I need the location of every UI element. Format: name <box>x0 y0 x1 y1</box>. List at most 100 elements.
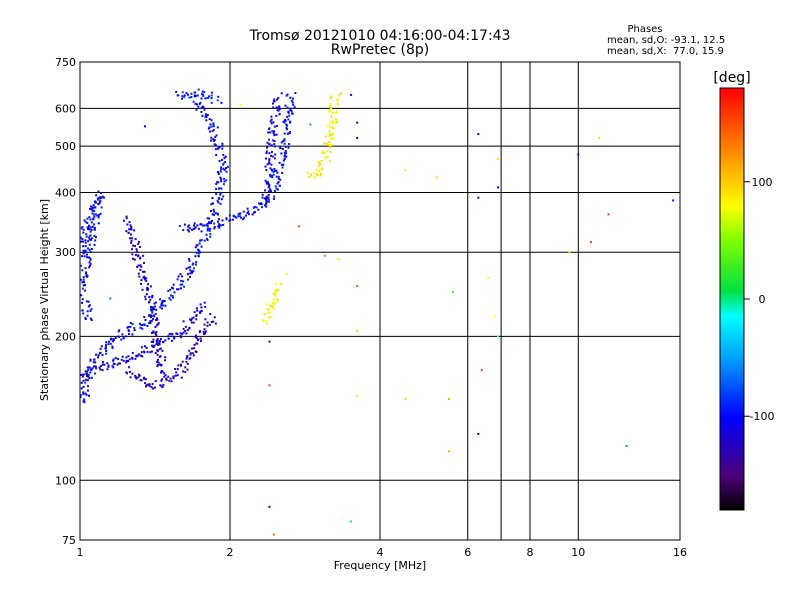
data-point <box>143 345 146 348</box>
data-point <box>225 217 228 220</box>
data-point <box>275 133 278 136</box>
data-point <box>149 309 152 312</box>
data-point <box>232 214 235 217</box>
data-point <box>111 346 114 349</box>
data-point <box>99 212 102 215</box>
data-point <box>139 379 142 382</box>
data-point <box>274 283 277 286</box>
data-point <box>273 140 276 143</box>
stats-heading: Phases <box>627 24 662 35</box>
data-point <box>284 150 287 153</box>
data-point <box>179 363 182 366</box>
data-point <box>84 317 87 320</box>
data-point <box>356 137 359 140</box>
data-point <box>87 256 90 259</box>
data-point <box>331 122 334 125</box>
data-point <box>195 261 198 264</box>
data-point <box>145 346 148 349</box>
data-point <box>291 97 294 100</box>
data-point <box>165 377 168 380</box>
data-point <box>79 278 82 281</box>
data-point <box>333 127 336 130</box>
data-point <box>191 352 194 355</box>
data-point <box>176 288 179 291</box>
data-point <box>150 319 153 322</box>
data-point <box>89 309 92 312</box>
data-point <box>159 338 162 341</box>
data-point <box>285 273 288 276</box>
data-point <box>329 121 332 124</box>
data-point <box>150 285 153 288</box>
data-point <box>118 335 121 338</box>
data-point <box>265 201 268 204</box>
data-point <box>146 286 149 289</box>
data-point <box>190 96 193 99</box>
data-point <box>285 123 288 126</box>
data-point <box>149 298 152 301</box>
data-point <box>139 268 142 271</box>
data-point <box>156 350 159 353</box>
data-point <box>323 254 326 257</box>
data-point <box>267 196 270 199</box>
data-point <box>321 151 324 154</box>
data-point <box>178 225 181 228</box>
data-point <box>157 322 160 325</box>
data-point <box>267 198 270 201</box>
data-point <box>100 206 103 209</box>
data-point <box>131 356 134 359</box>
data-point <box>337 103 340 106</box>
data-point <box>116 363 119 366</box>
data-point <box>208 221 211 224</box>
data-point <box>218 187 221 190</box>
data-point <box>568 251 571 254</box>
data-point <box>171 333 174 336</box>
data-point <box>112 366 115 369</box>
data-point <box>91 207 94 210</box>
data-point <box>89 257 92 260</box>
data-point <box>150 350 153 353</box>
data-point <box>356 284 359 287</box>
data-point <box>210 91 213 94</box>
data-point <box>177 94 180 97</box>
data-point <box>158 363 161 366</box>
data-point <box>176 332 179 335</box>
data-point <box>83 281 86 284</box>
data-point <box>221 158 224 161</box>
data-point <box>329 134 332 137</box>
data-point <box>276 98 279 101</box>
data-point <box>163 299 166 302</box>
data-point <box>186 329 189 332</box>
data-point <box>285 152 288 155</box>
data-point <box>124 335 127 338</box>
data-point <box>188 258 191 261</box>
data-point <box>222 183 225 186</box>
data-point <box>89 230 92 233</box>
data-point <box>179 287 182 290</box>
data-point <box>170 380 173 383</box>
data-point <box>80 381 83 384</box>
data-point <box>199 340 202 343</box>
data-point <box>91 367 94 370</box>
data-point <box>169 377 172 380</box>
y-tick-label: 600 <box>55 102 76 115</box>
data-point <box>203 108 206 111</box>
data-point <box>151 311 154 314</box>
data-point <box>91 225 94 228</box>
data-point <box>95 367 98 370</box>
colorbar-label: [deg] <box>713 70 750 86</box>
data-point <box>187 230 190 233</box>
data-point <box>191 263 194 266</box>
data-point <box>218 146 221 149</box>
data-point <box>213 226 216 229</box>
data-point <box>149 316 152 319</box>
data-point <box>89 358 92 361</box>
data-point <box>86 370 89 373</box>
data-point <box>85 373 88 376</box>
data-point <box>185 357 188 360</box>
data-point <box>135 250 138 253</box>
data-point <box>266 200 269 203</box>
data-point <box>268 384 271 387</box>
data-point <box>134 374 137 377</box>
data-point <box>215 193 218 196</box>
data-point <box>133 326 136 329</box>
